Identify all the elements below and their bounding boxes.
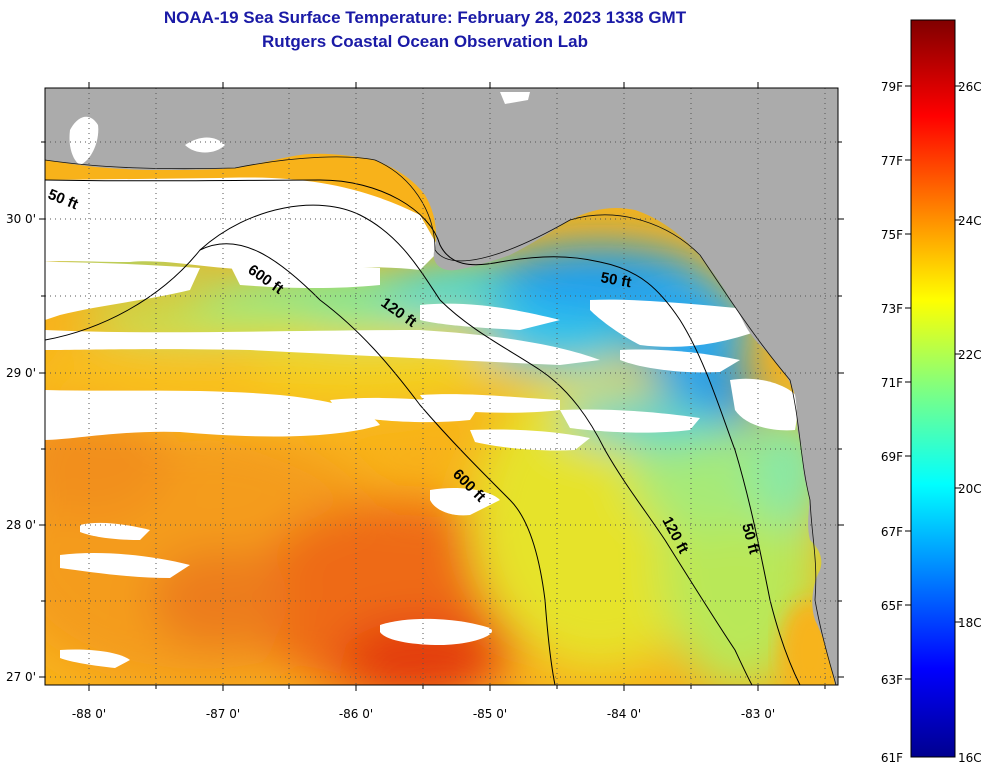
lat-label: 29 0'	[6, 366, 36, 380]
colorbar-f-label: 65F	[881, 599, 903, 613]
colorbar-f-label: 73F	[881, 302, 903, 316]
colorbar-f-label: 79F	[881, 80, 903, 94]
colorbar-c-label: 18C	[958, 616, 982, 630]
colorbar-f-label: 63F	[881, 673, 903, 687]
colorbar-c-label: 22C	[958, 348, 982, 362]
lon-label: -85 0'	[473, 707, 507, 721]
map-title: NOAA-19 Sea Surface Temperature: Februar…	[163, 8, 687, 27]
colorbar-f-label: 71F	[881, 376, 903, 390]
isobath-50ft	[45, 179, 801, 685]
colorbar-c-label: 26C	[958, 80, 982, 94]
colorbar-f-label: 77F	[881, 154, 903, 168]
isobath-600ft	[45, 243, 556, 685]
isobath-label: 50 ft	[599, 269, 632, 291]
lon-label: -83 0'	[741, 707, 775, 721]
lon-label: -87 0'	[206, 707, 240, 721]
lon-label: -88 0'	[72, 707, 106, 721]
colorbar-f-label: 75F	[881, 228, 903, 242]
cloud-cover	[45, 177, 800, 668]
colorbar-c-label: 24C	[958, 214, 982, 228]
colorbar-f-label: 61F	[881, 751, 903, 765]
lon-label: -84 0'	[607, 707, 641, 721]
lat-label: 28 0'	[6, 518, 36, 532]
colorbar-f-label: 69F	[881, 450, 903, 464]
map-subtitle: Rutgers Coastal Ocean Observation Lab	[262, 32, 588, 51]
map-frame: 50 ft 600 ft 120 ft 50 ft 600 ft 120 ft …	[45, 88, 838, 685]
isobath-120ft	[199, 204, 753, 685]
colorbar-f-label: 67F	[881, 525, 903, 539]
lat-label: 27 0'	[6, 670, 36, 684]
graticule	[45, 88, 838, 685]
colorbar-c-label: 20C	[958, 482, 982, 496]
colorbar: 79F 77F 75F 73F 71F 69F 67F 65F 63F 61F …	[881, 19, 982, 765]
lat-label: 30 0'	[6, 212, 36, 226]
land	[45, 88, 838, 685]
colorbar-c-label: 16C	[958, 751, 982, 765]
lon-label: -86 0'	[339, 707, 373, 721]
